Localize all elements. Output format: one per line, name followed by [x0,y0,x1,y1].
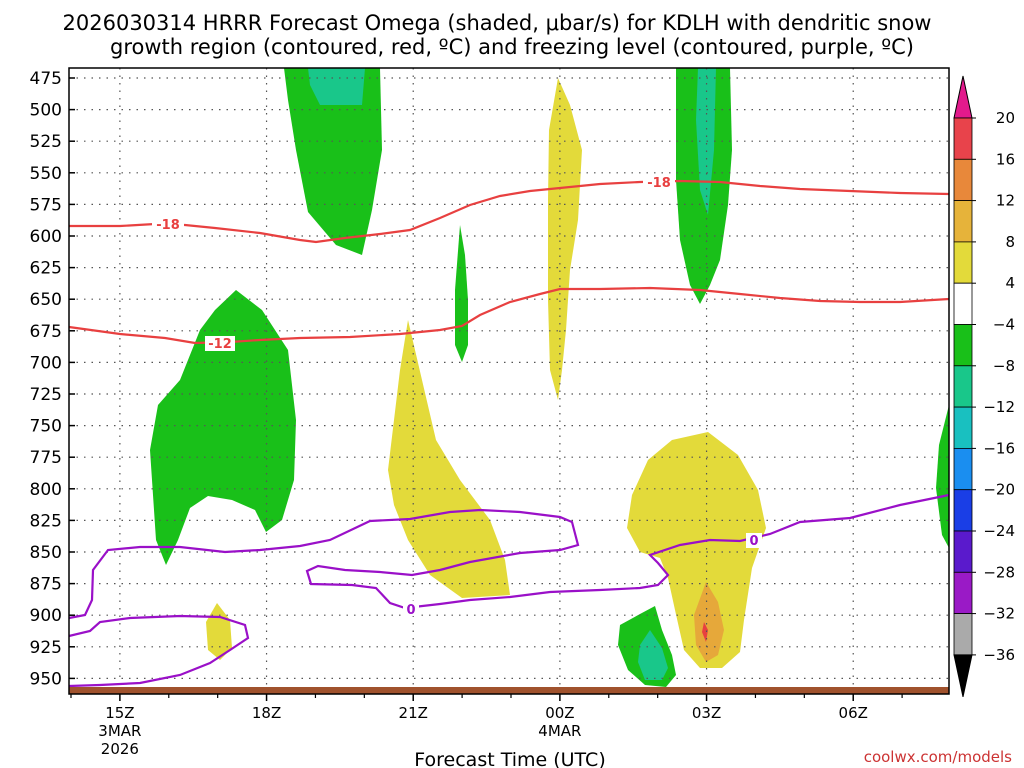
omega-region-teal [638,630,668,680]
y-tick-label: 875 [30,575,62,595]
colorbar-swatch [953,324,973,367]
x-tick-date-label: 4MAR [538,722,581,740]
contours: -18 -18 -12 0 0 [68,175,950,688]
y-tick-label: 675 [30,322,62,342]
omega-region-teal [308,68,365,105]
colorbar-swatch [953,447,973,491]
y-tick-label: 800 [30,480,62,500]
colorbar-swatch [953,117,973,160]
y-tick-label: 650 [30,290,62,310]
colorbar-label: −16 [983,439,1015,457]
freezing-label: 0 [406,603,415,618]
freezing-level-contour [68,493,950,620]
colorbar-swatch [953,365,973,408]
dgz-lower-label: -12 [208,337,232,352]
colorbar-label: −28 [983,563,1015,581]
omega-region-green [936,405,949,548]
freezing-label-bg [403,601,419,616]
omega-region-green [150,290,296,565]
colorbar: 20 16 12 8 4 −4 −8 −12 −16 −20 −24 −28 −32 −36 [953,75,1015,698]
omega-region-yellow [388,320,510,598]
freezing-label-bg-2 [746,533,762,548]
y-tick-label: 775 [30,448,62,468]
colorbar-label: 16 [996,150,1015,168]
colorbar-swatch [953,571,973,614]
y-tick-label: 725 [30,385,62,405]
x-tick-label: 00Z [545,704,574,722]
colorbar-swatch [953,613,973,656]
y-tick-label: 925 [30,638,62,658]
colorbar-bottom-arrow [953,654,973,698]
colorbar-label: −36 [983,646,1015,664]
colorbar-swatch [953,530,973,573]
freezing-label-2: 0 [749,534,758,549]
colorbar-label: −24 [983,522,1015,540]
y-tick-label: 525 [30,132,62,152]
colorbar-label: 20 [996,109,1015,127]
x-tick-date-label: 3MAR [98,722,141,740]
colorbar-swatch [953,489,973,532]
x-tick-label: 21Z [399,704,428,722]
dgz-upper-contour [69,179,950,244]
freezing-level-contour-lower [68,614,250,688]
y-tick-label: 850 [30,543,62,563]
x-tick-label: 18Z [252,704,281,722]
y-tick-label: 600 [30,227,62,247]
x-tick-label: 06Z [839,704,868,722]
y-tick-label: 500 [30,101,62,121]
plot-frame [68,67,950,695]
omega-region-yellow [548,78,582,400]
colorbar-label: −32 [983,605,1015,623]
omega-region-orange [694,582,724,662]
x-tick-year-label: 2026 [101,740,139,758]
colorbar-label: 8 [1005,233,1015,251]
colorbar-label: −12 [983,398,1015,416]
y-tick-label: 825 [30,511,62,531]
omega-region-green [284,68,382,255]
y-tick-label: 900 [30,606,62,626]
colorbar-label: −8 [993,357,1015,375]
omega-shading [150,68,949,687]
chart-title-line-2: growth region (contoured, red, ºC) and f… [110,35,914,59]
y-tick-label: 950 [30,669,62,689]
omega-region-red [702,622,708,642]
x-axis-label: Forecast Time (UTC) [414,749,605,768]
ground-strip [69,687,949,694]
dgz-lower-label-bg [205,336,235,351]
dgz-upper-label-bg [152,217,184,232]
colorbar-swatch [953,241,973,284]
colorbar-swatch [953,158,973,202]
chart-title-line-1: 2026030314 HRRR Forecast Omega (shaded, … [63,11,932,35]
y-tick-label: 625 [30,259,62,279]
y-tick-label: 550 [30,164,62,184]
x-tick-label: 15Z [105,704,134,722]
colorbar-label: −4 [993,316,1015,334]
dgz-upper-label: -18 [156,218,180,233]
y-tick-label: 750 [30,417,62,437]
omega-region-yellow [627,432,766,668]
credit-text: coolwx.com/models [864,748,1012,766]
colorbar-swatch [953,200,973,243]
colorbar-top-arrow [953,75,973,119]
colorbar-label: −20 [983,481,1015,499]
colorbar-swatch [953,406,973,449]
colorbar-swatch [953,282,973,325]
y-tick-label: 575 [30,195,62,215]
x-tick-label: 03Z [692,704,721,722]
y-axis: 475 500 525 550 575 600 625 650 675 700 725 750 775 8… [30,69,75,689]
y-tick-label: 700 [30,353,62,373]
colorbar-label: 12 [996,192,1015,210]
y-tick-label: 475 [30,69,62,89]
omega-region-teal [696,68,716,215]
colorbar-label: 4 [1005,274,1015,292]
dgz-upper-label-bg-2 [643,175,675,190]
dgz-upper-label-2: -18 [647,176,671,191]
